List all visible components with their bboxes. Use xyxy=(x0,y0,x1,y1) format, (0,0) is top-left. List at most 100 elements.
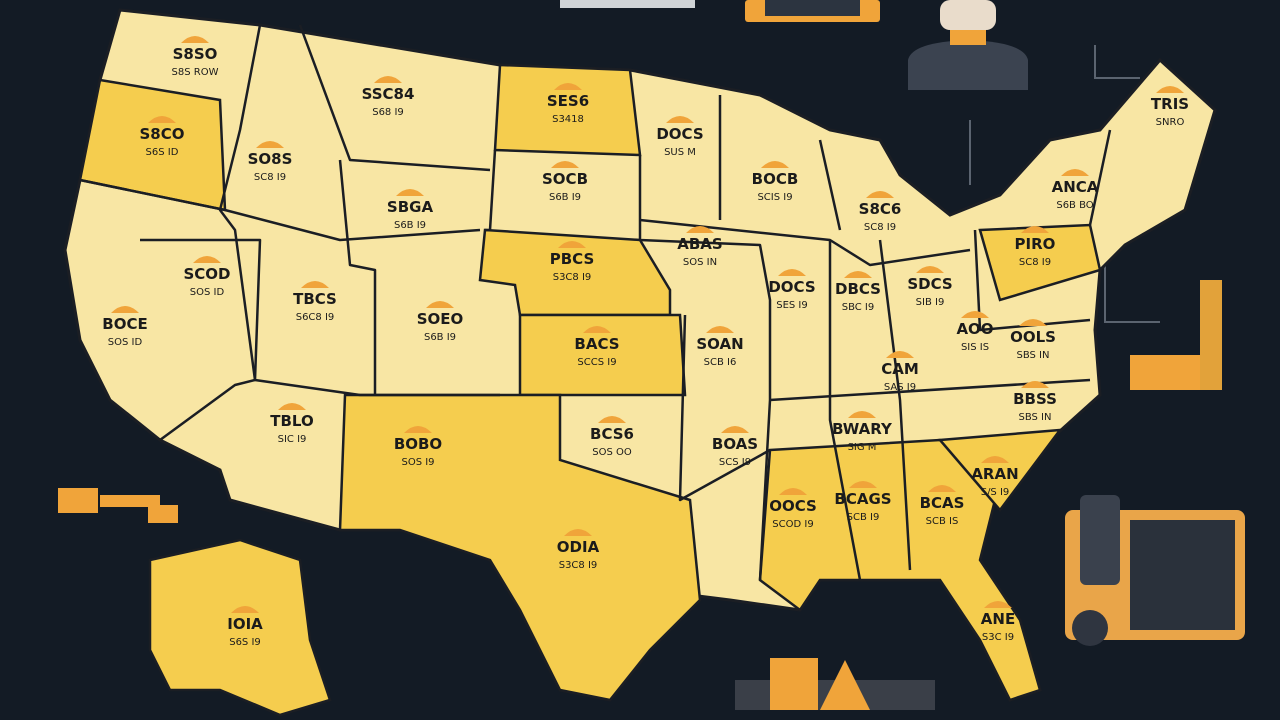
state-name: PBCS xyxy=(550,250,595,268)
state-label: BCAS SCB IS xyxy=(920,485,965,527)
label-icon xyxy=(148,116,176,123)
state-name: DOCS xyxy=(768,278,815,296)
label-icon xyxy=(666,116,694,123)
state-value: SOS ID xyxy=(190,287,225,298)
state-value: SNRO xyxy=(1156,117,1185,128)
label-icon xyxy=(848,411,876,418)
label-icon xyxy=(1021,226,1049,233)
label-icon xyxy=(961,311,989,318)
state-name: S8C6 xyxy=(859,200,902,218)
state-borders xyxy=(79,24,1112,581)
label-icon xyxy=(278,403,306,410)
state-name: ANE xyxy=(981,610,1015,628)
state-label: BACS SCCS I9 xyxy=(574,326,620,368)
state-label: SES6 S3418 xyxy=(547,83,589,125)
label-icon xyxy=(558,241,586,248)
state-label: DOCS SUS M xyxy=(656,116,704,158)
label-icon xyxy=(761,161,789,168)
label-icon xyxy=(256,141,284,148)
label-icon xyxy=(404,426,432,433)
state-value: S3C8 I9 xyxy=(553,272,592,283)
label-icon xyxy=(778,269,806,276)
state-name: BACS xyxy=(574,335,619,353)
state-label: OOLS SBS IN xyxy=(1010,319,1056,361)
label-icon xyxy=(1019,319,1047,326)
label-icon xyxy=(231,606,259,613)
state-label: PBCS S3C8 I9 xyxy=(550,241,595,283)
label-icon xyxy=(686,226,714,233)
state-label: SDCS SIB I9 xyxy=(907,266,953,308)
state-label: AOO SIS IS xyxy=(956,311,994,353)
state-value: SOS OO xyxy=(592,447,632,458)
label-icon xyxy=(426,301,454,308)
state-value: SBC I9 xyxy=(842,302,875,313)
state-name: BCAS xyxy=(920,494,965,512)
state-label: ANE S3C I9 xyxy=(981,601,1015,643)
state-label: BOBO SOS I9 xyxy=(394,426,442,468)
label-icon xyxy=(886,351,914,358)
state-value: S6S I9 xyxy=(229,637,261,648)
state-value: S/S I9 xyxy=(981,487,1010,498)
state-label: ARAN S/S I9 xyxy=(971,456,1019,498)
state-value: S8S ROW xyxy=(172,67,219,78)
state-value: SCIS I9 xyxy=(757,192,792,203)
state-label: SOEO S6B I9 xyxy=(417,301,463,343)
label-icon xyxy=(551,161,579,168)
state-value: S6C8 I9 xyxy=(296,312,335,323)
state-name: IOIA xyxy=(227,615,263,633)
state-label: CAM SAS I9 xyxy=(881,351,919,393)
state-label: TRIS SNRO xyxy=(1151,86,1189,128)
state-name: ABAS xyxy=(677,235,722,253)
state-label: TBLO SIC I9 xyxy=(270,403,314,445)
state-name: TBLO xyxy=(270,412,313,430)
state-name: PIRO xyxy=(1015,235,1056,253)
state-name: TRIS xyxy=(1151,95,1189,113)
label-icon xyxy=(981,456,1009,463)
label-icon xyxy=(928,485,956,492)
state-name: SOAN xyxy=(696,335,743,353)
state-value: S3C8 I9 xyxy=(559,560,598,571)
state-label: BOAS SCS I9 xyxy=(712,426,758,468)
state-label: BOCE SOS ID xyxy=(102,306,148,348)
state-value: SBS IN xyxy=(1019,412,1052,423)
state-name: BWARY xyxy=(832,420,893,438)
state-label: IOIA S6S I9 xyxy=(227,606,263,648)
label-icon xyxy=(849,481,877,488)
state-name: BCAGS xyxy=(834,490,891,508)
label-icon xyxy=(1156,86,1184,93)
state-label: S8CO S6S ID xyxy=(140,116,185,158)
state-name: BOAS xyxy=(712,435,758,453)
state-value: SES I9 xyxy=(776,300,808,311)
state-label: TBCS S6C8 I9 xyxy=(293,281,337,323)
state-label: SOAN SCB I6 xyxy=(696,326,744,368)
label-icon xyxy=(844,271,872,278)
state-name: ANCA xyxy=(1052,178,1099,196)
label-icon xyxy=(583,326,611,333)
label-icon xyxy=(564,529,592,536)
label-icon xyxy=(1061,169,1089,176)
label-icon xyxy=(111,306,139,313)
state-name: SOCB xyxy=(542,170,588,188)
state-value: SCB IS xyxy=(926,516,959,527)
state-value: S6B I9 xyxy=(394,220,426,231)
state-value: SAS I9 xyxy=(884,382,916,393)
state-name: OOLS xyxy=(1010,328,1056,346)
state-value: S68 I9 xyxy=(372,107,404,118)
state-label: BWARY SIG M xyxy=(832,411,893,453)
state-name: SO8S xyxy=(248,150,293,168)
state-label: BBSS SBS IN xyxy=(1013,381,1057,423)
label-icon xyxy=(779,488,807,495)
state-value: S6B I9 xyxy=(549,192,581,203)
state-name: CAM xyxy=(881,360,919,378)
state-name: AOO xyxy=(956,320,993,338)
label-icon xyxy=(396,189,424,196)
state-name: DBCS xyxy=(835,280,881,298)
state-value: S3418 xyxy=(552,114,584,125)
state-name: BOBO xyxy=(394,435,442,453)
state-label: S8C6 SC8 I9 xyxy=(859,191,902,233)
label-icon xyxy=(374,76,402,83)
label-icon xyxy=(598,416,626,423)
state-label: OOCS SCOD I9 xyxy=(769,488,817,530)
label-icon xyxy=(866,191,894,198)
